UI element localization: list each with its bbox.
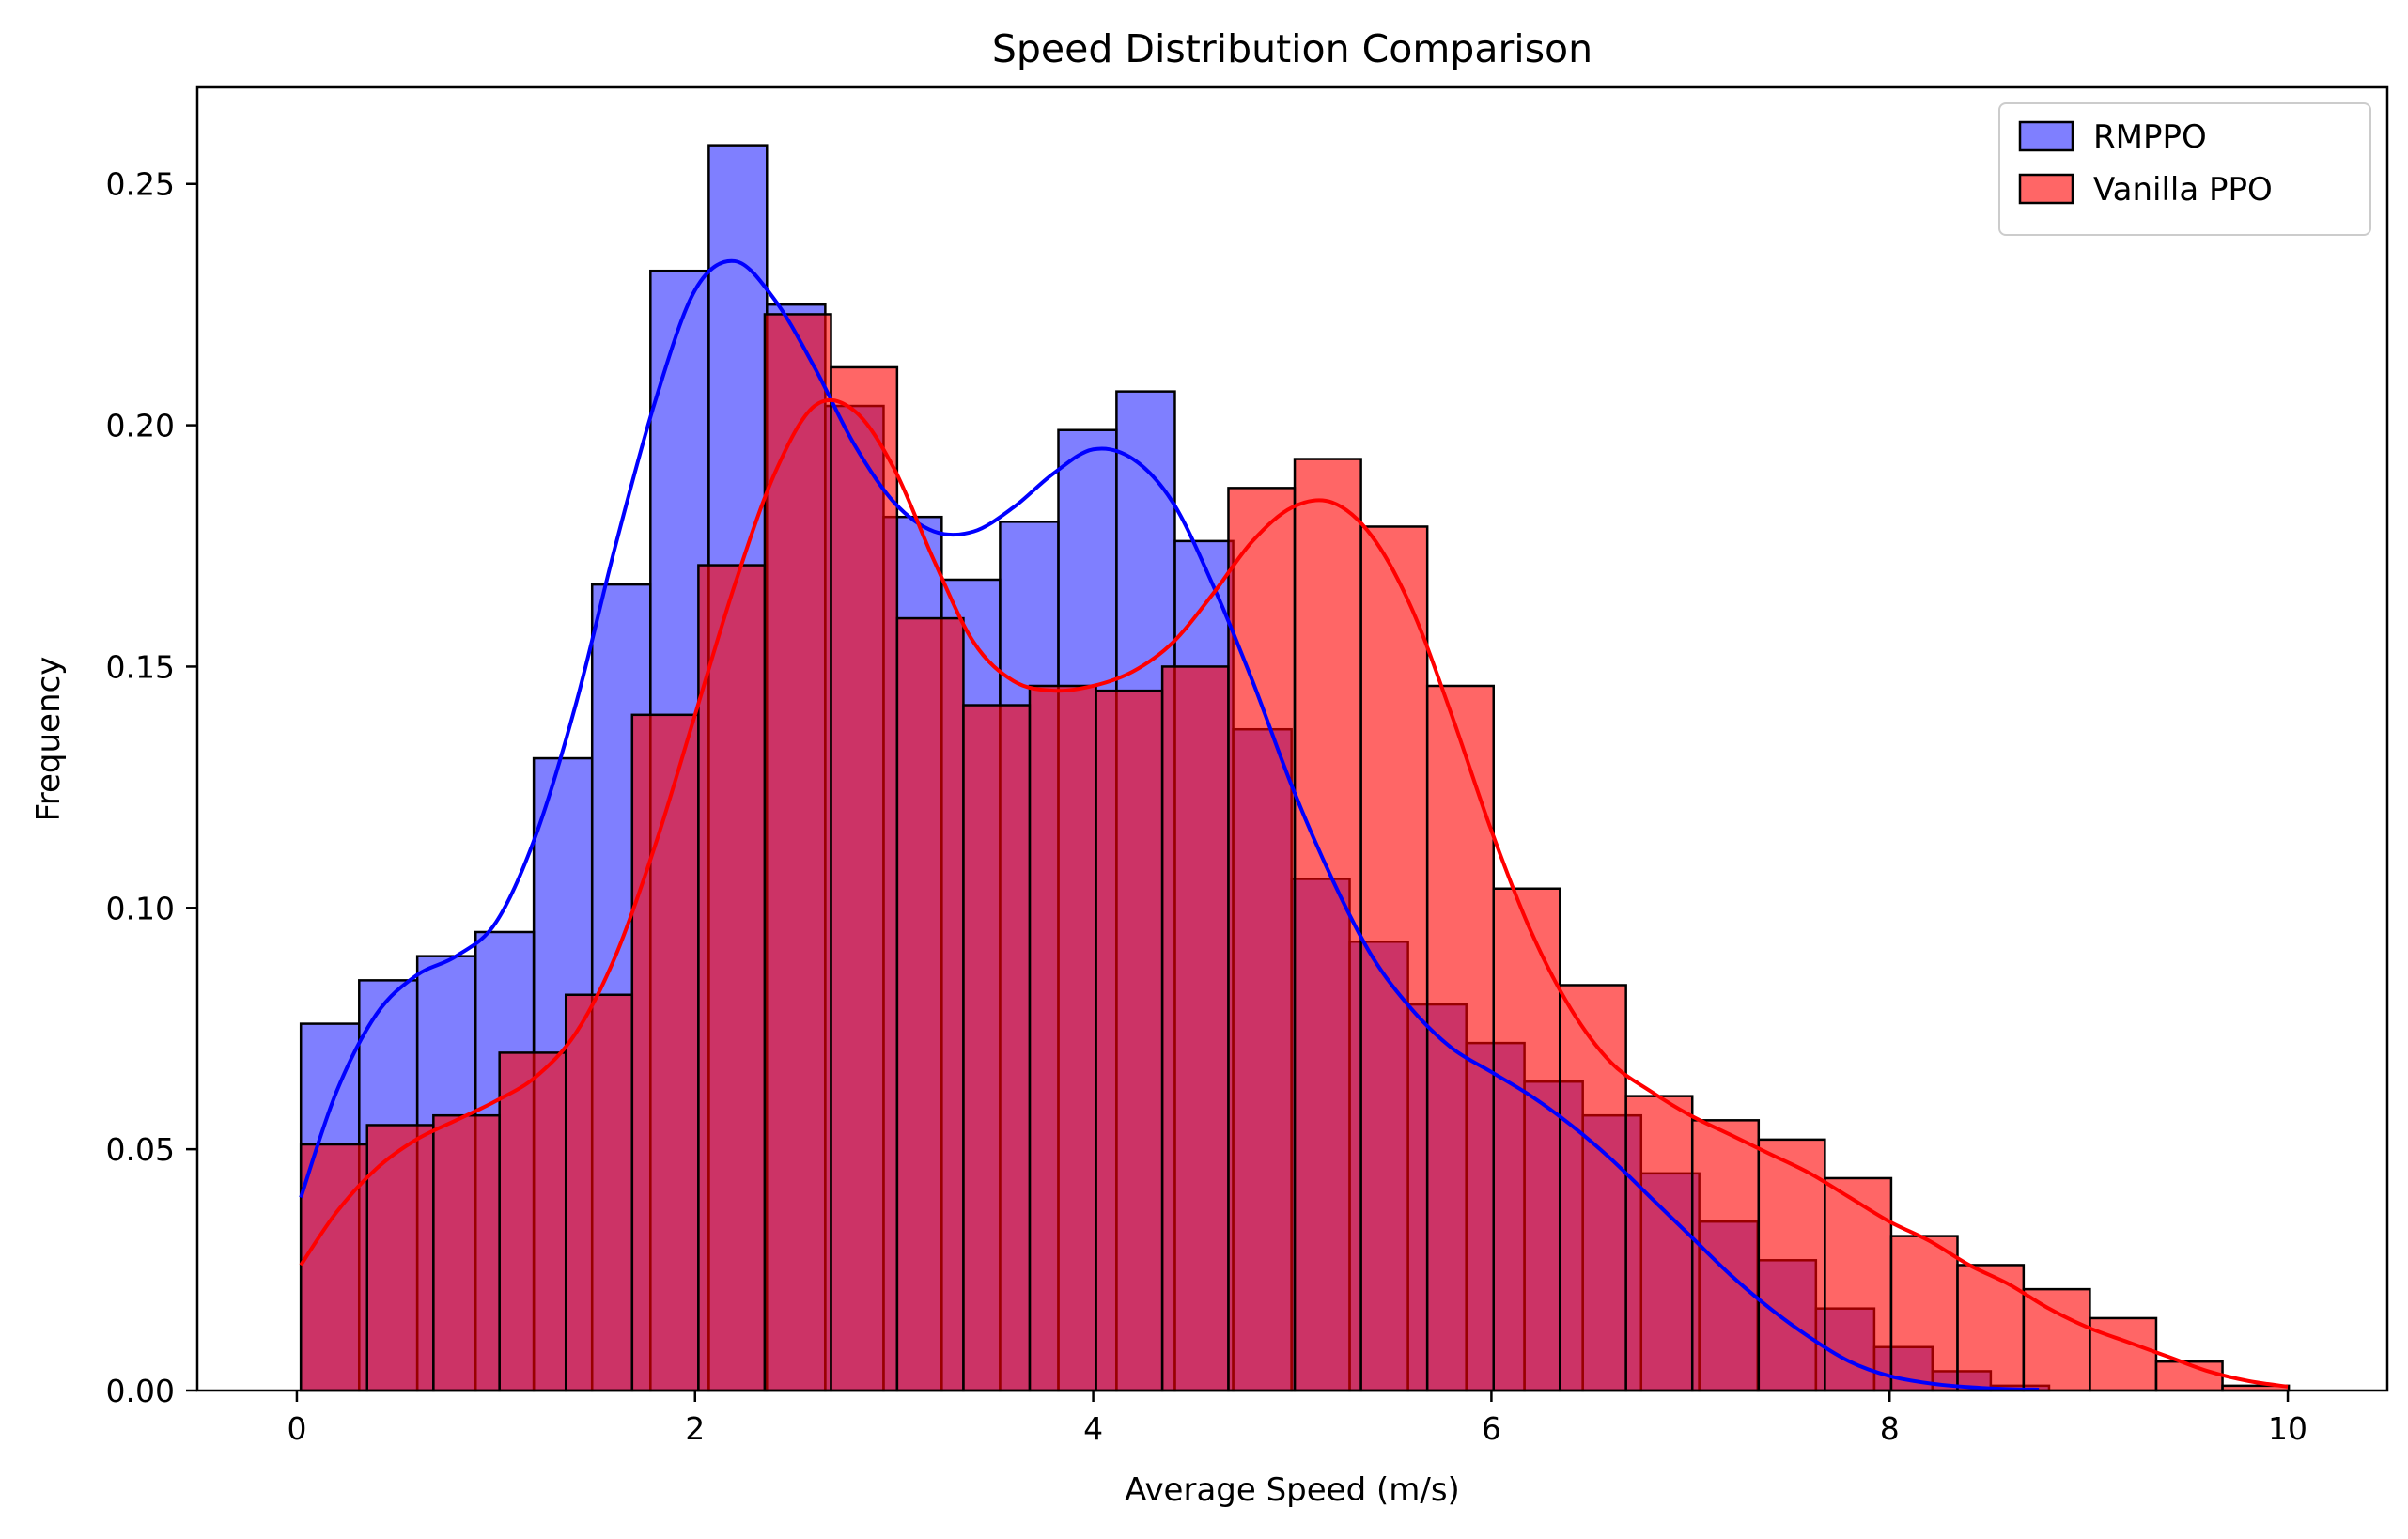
histogram-bar: [1624, 1095, 1694, 1392]
histogram-bar: [830, 365, 899, 1392]
y-axis-label: Frequency: [30, 657, 68, 822]
legend-label: RMPPO: [2093, 118, 2207, 156]
histogram-bar: [1028, 684, 1097, 1392]
histogram-bar: [432, 1113, 501, 1392]
legend-box: [1998, 102, 2371, 236]
y-tick-label: 0.20: [106, 408, 175, 444]
x-tick-label: 10: [2268, 1410, 2307, 1447]
legend: RMPPO Vanilla PPO: [1998, 102, 2371, 236]
histogram-bar: [2089, 1316, 2158, 1392]
x-axis-label: Average Speed (m/s): [1125, 1471, 1460, 1509]
histogram-bar: [365, 1124, 435, 1392]
kde-line-0: [299, 258, 2040, 1391]
histogram-bar: [1559, 984, 1627, 1392]
bars-layer: [299, 144, 2291, 1392]
x-tick-label: 4: [1083, 1410, 1103, 1447]
histogram-bar: [564, 993, 634, 1392]
legend-swatch: [2018, 173, 2074, 205]
y-tick-label: 0.05: [106, 1131, 175, 1168]
y-tick-label: 0.00: [106, 1373, 175, 1409]
histogram-bar: [697, 564, 767, 1392]
histogram-bar: [962, 704, 1032, 1392]
y-tick-label: 0.10: [106, 890, 175, 926]
histogram-bar: [1160, 665, 1230, 1392]
chart-title: Speed Distribution Comparison: [992, 26, 1592, 71]
histogram-bar: [895, 616, 965, 1392]
histogram-bar: [299, 1143, 369, 1392]
kde-line-1: [299, 397, 2289, 1389]
histogram-bar: [2022, 1287, 2091, 1392]
histogram-bar: [1095, 689, 1164, 1392]
x-tick-label: 6: [1482, 1410, 1501, 1447]
histogram-bar: [1824, 1176, 1893, 1392]
series-bars-1: [299, 313, 2291, 1392]
histogram-bar: [1227, 487, 1297, 1392]
histogram-bar: [1293, 458, 1362, 1392]
histogram-bar: [1690, 1119, 1761, 1392]
y-tick-label: 0.25: [106, 166, 175, 203]
histogram-bar: [1889, 1235, 1959, 1392]
histogram-bar: [1359, 525, 1429, 1392]
x-tick-label: 0: [287, 1410, 306, 1447]
histogram-bar: [1425, 684, 1495, 1392]
y-tick-label: 0.15: [106, 648, 175, 685]
histogram-bar: [630, 713, 700, 1392]
legend-swatch: [2018, 120, 2074, 152]
legend-label: Vanilla PPO: [2093, 171, 2273, 209]
histogram-bar: [1956, 1264, 2026, 1392]
kde-layer: [299, 258, 2289, 1391]
histogram-bar: [498, 1051, 567, 1392]
x-tick-label: 2: [685, 1410, 705, 1447]
histogram-bar: [763, 313, 832, 1392]
x-tick-label: 8: [1880, 1410, 1900, 1447]
histogram-bar: [1492, 887, 1561, 1392]
ticks-layer: 0 2 4 6 8 10 0.00 0.05 0.10 0.15 0.20 0.25: [106, 166, 2308, 1447]
plot-frame: [195, 86, 2389, 1392]
